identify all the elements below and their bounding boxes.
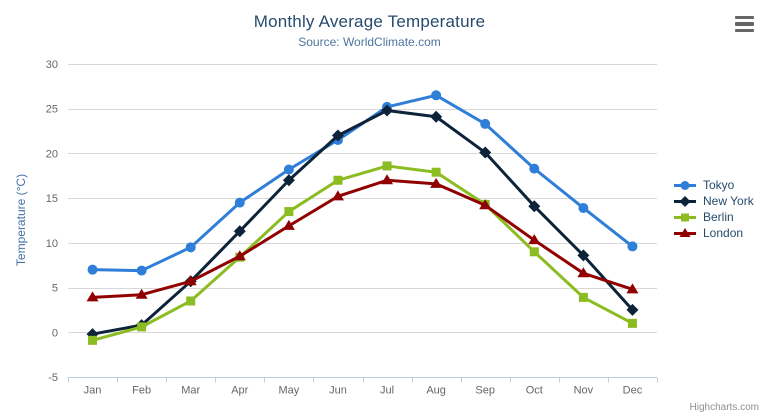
series-berlin-marker [382, 161, 392, 171]
triangle-icon [679, 227, 691, 237]
series-london-marker [430, 177, 443, 188]
series-tokyo-marker [234, 197, 245, 208]
series-london-marker [184, 275, 197, 286]
y-axis-label: -5 [48, 372, 58, 384]
series-new-york-marker [528, 200, 541, 213]
series-berlin-line [91, 164, 634, 342]
series-tokyo-marker [185, 242, 196, 253]
series-london-marker [331, 190, 344, 201]
series-london-marker [86, 291, 99, 302]
series-new-york-marker [577, 249, 590, 262]
diamond-icon [679, 195, 691, 207]
series-berlin-marker [284, 207, 294, 217]
x-axis-label: Jun [329, 385, 347, 397]
x-axis-label: Dec [623, 385, 643, 397]
series-london-marker [233, 250, 246, 261]
series-new-york-marker [282, 174, 295, 187]
series-london-marker [528, 234, 541, 245]
series-berlin-marker [627, 318, 637, 328]
series-london-marker [135, 288, 148, 299]
series-tokyo[interactable] [87, 90, 638, 276]
legend-marker-london [674, 227, 696, 237]
x-axis-label: May [278, 385, 299, 397]
legend-item-tokyo[interactable]: Tokyo [673, 177, 754, 193]
chart-title: Monthly Average Temperature [253, 12, 486, 31]
y-axis-label: 25 [46, 104, 58, 116]
x-axis-label: Aug [426, 385, 446, 397]
series-tokyo-marker [627, 241, 638, 252]
hamburger-menu-icon [735, 15, 754, 20]
legend-item-label: New York [703, 194, 754, 208]
series-london-marker [577, 267, 590, 278]
series-new-york-marker [331, 129, 344, 142]
y-axis-label: 0 [52, 327, 58, 339]
legend-item-label: London [703, 226, 744, 240]
series-berlin-marker [333, 175, 343, 185]
legend-item-new-york[interactable]: New York [673, 193, 754, 209]
credits-link[interactable]: Highcharts.com [689, 402, 759, 413]
series-london-line [91, 178, 634, 299]
y-axis-label: 20 [46, 148, 58, 160]
series-london-marker [479, 199, 492, 210]
x-axis-label: Oct [526, 385, 543, 397]
y-axis-label: 10 [46, 238, 58, 250]
x-axis-label: Jul [380, 385, 394, 397]
legend-item-label: Berlin [703, 210, 734, 224]
x-axis-label: Jan [84, 385, 102, 397]
series-london-marker [282, 219, 295, 230]
y-axis-title: Temperature (°C) [14, 173, 28, 267]
legend-item-berlin[interactable]: Berlin [673, 209, 754, 225]
series-tokyo-marker [578, 202, 589, 213]
legend-item-london[interactable]: London [673, 225, 754, 241]
series-new-york-marker [233, 225, 246, 238]
series-london-marker [381, 174, 394, 185]
y-axis-label: 15 [46, 193, 58, 205]
series-tokyo-marker [87, 264, 98, 275]
x-axis-label: Mar [181, 385, 200, 397]
series-berlin-marker [529, 247, 539, 257]
legend-marker-new-york [674, 195, 696, 207]
chart-subtitle: Source: WorldClimate.com [298, 35, 441, 49]
series-berlin-marker [186, 296, 196, 306]
series-new-york-marker [479, 146, 492, 159]
series-berlin-marker [88, 335, 98, 345]
series-tokyo-marker [136, 265, 147, 276]
hamburger-menu-icon [735, 28, 754, 33]
export-menu-button[interactable] [733, 13, 757, 35]
series-berlin-marker [137, 322, 147, 332]
square-icon [681, 213, 689, 221]
series-london-marker [626, 283, 639, 294]
legend-item-label: Tokyo [703, 178, 735, 192]
y-axis-label: 5 [52, 283, 58, 295]
legend-marker-tokyo [674, 180, 696, 190]
x-axis-label: Sep [475, 385, 495, 397]
series-new-york-line [91, 109, 634, 336]
series-tokyo-marker [431, 90, 442, 101]
legend-marker-berlin [674, 213, 696, 221]
x-axis-label: Feb [132, 385, 151, 397]
series-new-york-marker [626, 303, 639, 316]
x-axis-label: Apr [231, 385, 248, 397]
series-tokyo-marker [529, 163, 540, 174]
series-london[interactable] [86, 174, 639, 302]
series-new-york-marker [430, 110, 443, 123]
hamburger-menu-icon [735, 22, 754, 26]
series-tokyo-marker [480, 118, 491, 129]
series-berlin-marker [578, 292, 588, 302]
series-berlin-marker [431, 167, 441, 177]
series-tokyo-marker [283, 164, 294, 175]
circle-icon [680, 180, 690, 190]
series-new-york-marker [381, 104, 394, 117]
series-new-york[interactable] [86, 104, 639, 341]
legend: Tokyo New York Berlin London [673, 177, 754, 241]
y-axis-label: 30 [46, 59, 58, 71]
x-axis-label: Nov [574, 385, 594, 397]
